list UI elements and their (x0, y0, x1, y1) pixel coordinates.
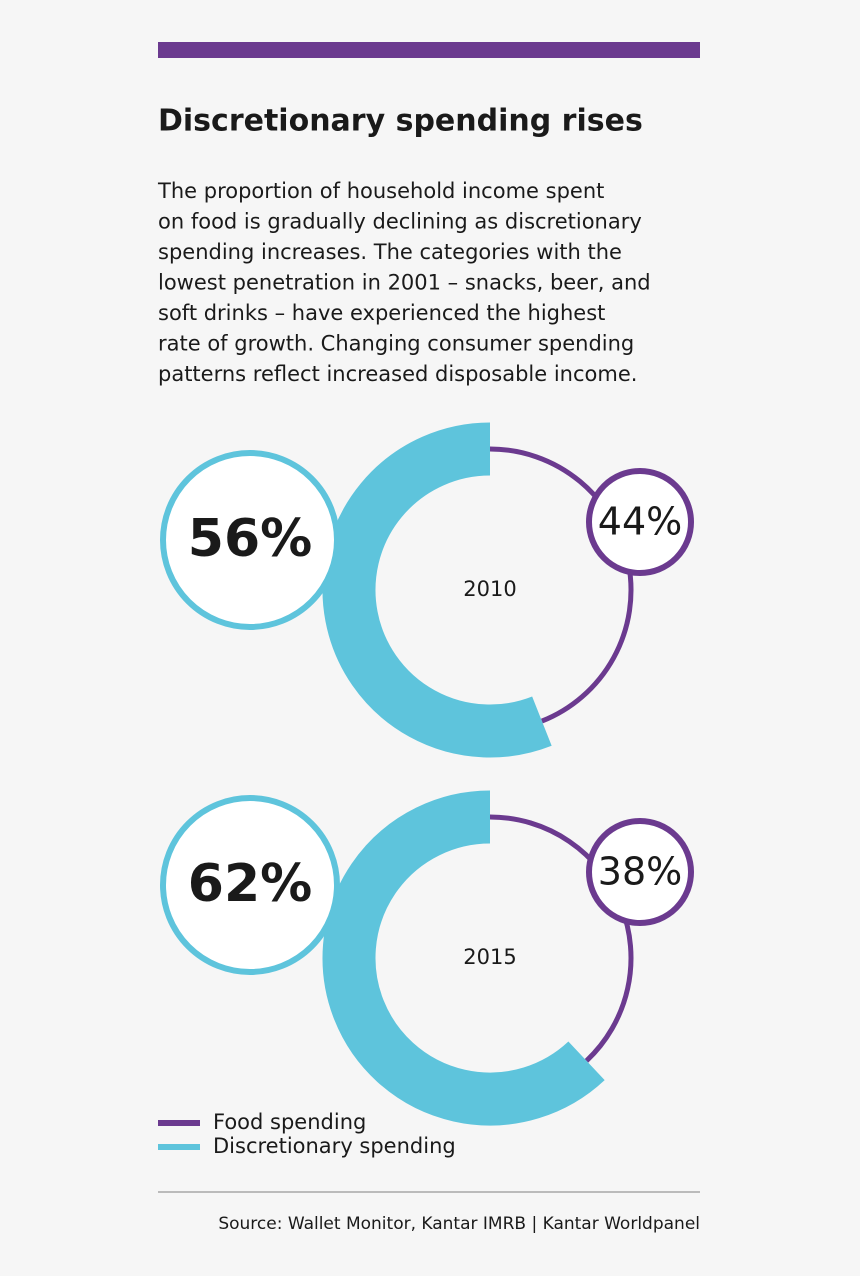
description-line: on food is gradually declining as discre… (158, 210, 642, 234)
value-label: 56% (188, 509, 312, 569)
label-circle (160, 450, 340, 630)
description-line: lowest penetration in 2001 – snacks, bee… (158, 271, 651, 295)
title: Discretionary spending rises (158, 104, 643, 139)
discretionary-arc (322, 422, 552, 758)
description-line: soft drinks – have experienced the highe… (158, 301, 605, 325)
label-circle (586, 468, 694, 576)
value-label: 62% (188, 854, 312, 914)
discretionary-arc (322, 790, 605, 1126)
description-line: spending increases. The categories with … (158, 240, 622, 264)
top-bar (158, 42, 700, 58)
label-circle (160, 795, 340, 975)
description-line: patterns reflect increased disposable in… (158, 362, 637, 386)
source: Source: Wallet Monitor, Kantar IMRB | Ka… (218, 1214, 700, 1234)
year-label: 2010 (463, 577, 516, 601)
description-line: rate of growth. Changing consumer spendi… (158, 332, 634, 356)
label-circle (586, 818, 694, 926)
value-label: 44% (598, 500, 682, 544)
value-label: 38% (598, 850, 682, 894)
legend-label: Discretionary spending (213, 1134, 456, 1158)
legend-label: Food spending (213, 1110, 366, 1134)
description-line: The proportion of household income spent (157, 179, 604, 203)
year-label: 2015 (463, 945, 516, 969)
